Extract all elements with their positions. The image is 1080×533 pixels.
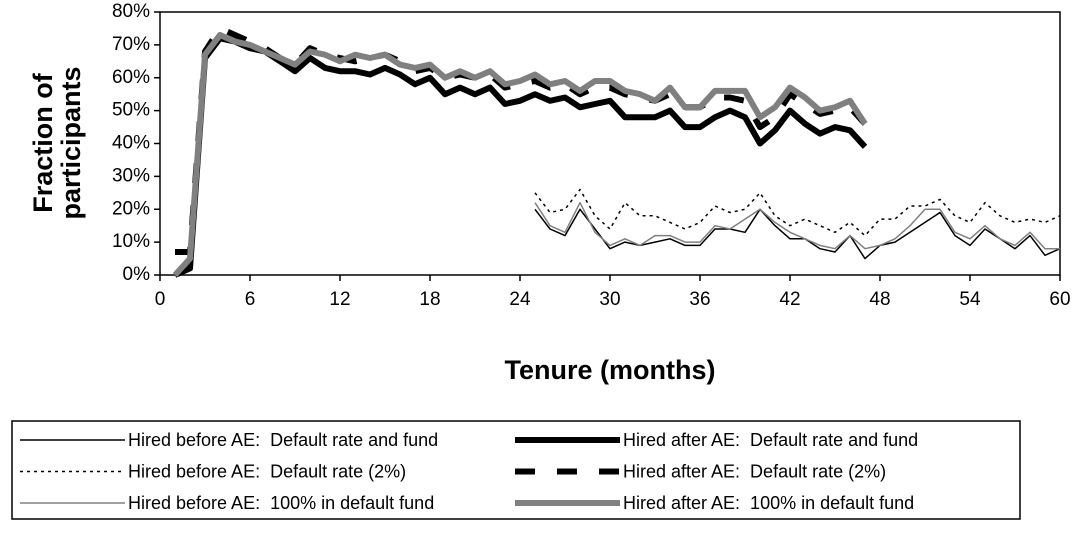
y-axis-title: Fraction of participants (28, 66, 86, 219)
legend-label: Hired after AE: Default rate (2%) (623, 461, 886, 481)
x-tick-label: 42 (779, 289, 800, 310)
y-axis-title-line: Fraction of (28, 72, 58, 213)
y-tick-label: 80% (112, 1, 150, 22)
legend-label: Hired before AE: 100% in default fund (128, 493, 434, 513)
x-tick-label: 0 (155, 289, 166, 310)
x-tick-label: 48 (869, 289, 890, 310)
x-tick-label: 36 (689, 289, 710, 310)
y-axis-title-line: participants (56, 66, 86, 219)
legend-label: Hired after AE: 100% in default fund (623, 493, 914, 513)
legend-label: Hired before AE: Default rate and fund (128, 430, 438, 450)
series-line (534, 201, 1060, 250)
x-tick-label: 60 (1049, 289, 1070, 310)
y-tick-label: 20% (112, 198, 150, 219)
x-tick-label: 24 (509, 289, 531, 310)
y-tick-label: 70% (112, 34, 150, 55)
y-tick-label: 30% (112, 165, 150, 186)
x-tick-label: 6 (245, 289, 256, 310)
y-tick-label: 60% (112, 67, 150, 88)
x-tick-label: 30 (599, 289, 620, 310)
x-tick-label: 12 (329, 289, 350, 310)
x-tick-label: 54 (959, 289, 981, 310)
series-line (534, 188, 1061, 237)
y-tick-label: 10% (112, 231, 150, 252)
x-tick-label: 18 (419, 289, 440, 310)
legend-box (11, 420, 1021, 520)
legend-label: Hired before AE: Default rate (2%) (128, 461, 406, 481)
x-axis-title: Tenure (months) (505, 355, 716, 385)
series-line (173, 35, 868, 278)
y-tick-label: 50% (112, 100, 150, 121)
legend-label: Hired after AE: Default rate and fund (623, 430, 918, 450)
plot-area (159, 11, 1061, 276)
y-tick-label: 0% (123, 264, 151, 285)
series-line (534, 208, 1061, 260)
series-line (172, 32, 868, 278)
y-tick-label: 40% (112, 133, 150, 154)
